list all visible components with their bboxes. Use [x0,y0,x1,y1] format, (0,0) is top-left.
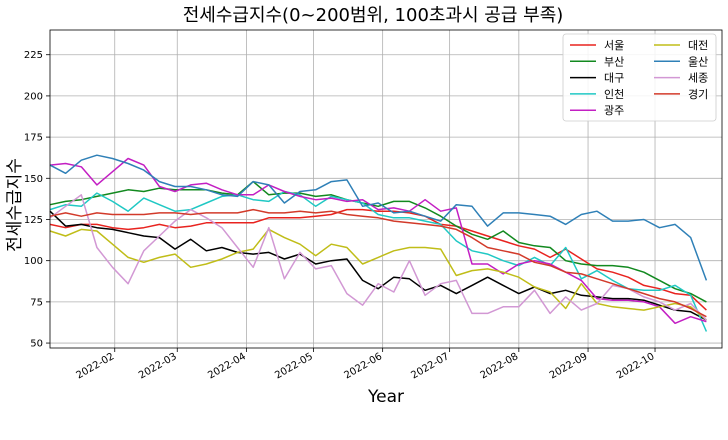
series-line-7 [49,194,707,321]
x-tick-label: 2022-06 [342,351,384,381]
legend-label-0: 서울 [604,39,624,52]
grid [50,30,722,348]
chart-title: 전세수급지수(0~200범위, 100초과시 공급 부족) [183,5,564,26]
legend-label-6: 울산 [688,55,708,68]
x-tick-label: 2022-04 [206,351,248,381]
y-tick-label: 175 [24,133,43,144]
plot-border [49,29,723,349]
x-tick-label: 2022-07 [409,351,451,381]
series-line-1 [49,180,707,303]
x-axis: 2022-02 2022-03 2022-04 2022-05 2022-06 2022-… [75,348,657,381]
legend-label-7: 세종 [688,72,708,85]
y-tick-label: 75 [30,297,43,308]
x-tick-label: 2022-05 [273,351,315,381]
y-tick-label: 125 [24,215,43,226]
y-axis: 50 75 100 125 150 175 200 225 [24,50,50,350]
y-tick-label: 100 [24,256,43,267]
y-tick-label: 225 [24,50,43,61]
legend-box [562,33,717,122]
y-axis-label: 전세수급지수 [5,158,25,252]
series-line-6 [49,154,708,281]
series-line-4 [49,157,707,325]
legend-label-1: 부산 [604,55,624,68]
series-line-0 [49,208,707,311]
y-tick-label: 50 [30,339,43,350]
x-tick-label: 2022-08 [479,351,521,381]
legend-label-4: 광주 [604,104,624,117]
y-tick-label: 200 [24,91,43,102]
series-line-8 [49,208,707,318]
legend-label-2: 대구 [604,72,624,85]
x-axis-label: Year [367,387,404,407]
y-tick-label: 150 [24,174,43,185]
legend-label-5: 대전 [688,39,708,52]
series-line-2 [49,210,707,321]
x-tick-label: 2022-03 [137,351,179,381]
x-tick-label: 2022-10 [615,351,657,381]
legend-label-3: 인천 [604,87,624,101]
series-lines [49,154,708,332]
legend-label-8: 경기 [688,88,708,101]
x-tick-label: 2022-02 [75,351,117,381]
series-line-3 [49,190,708,332]
x-tick-label: 2022-09 [548,351,590,381]
